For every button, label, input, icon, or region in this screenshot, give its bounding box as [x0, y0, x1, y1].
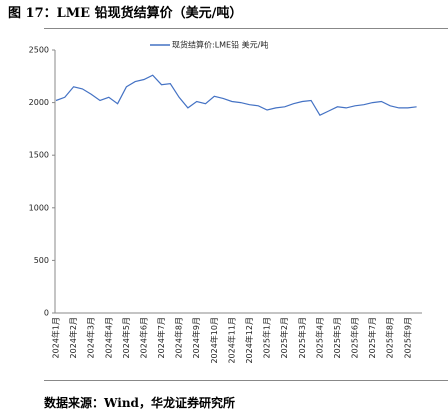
x-tick-label: 2025年8月 [385, 317, 395, 358]
x-tick-label: 2024年4月 [103, 317, 113, 358]
x-tick-label: 2024年9月 [191, 317, 201, 358]
top-rule [44, 28, 448, 29]
x-tick-label: 2025年7月 [367, 317, 377, 358]
y-tick-label: 2000 [29, 98, 49, 107]
x-tick-label: 2024年12月 [244, 317, 254, 364]
x-tick-label: 2024年6月 [138, 317, 148, 358]
x-tick-label: 2024年3月 [86, 317, 96, 358]
source-note: 数据来源：Wind，华龙证券研究所 [44, 396, 235, 410]
y-tick-label: 1000 [29, 203, 49, 212]
y-tick-label: 1500 [29, 151, 49, 160]
x-tick-label: 2024年5月 [121, 317, 131, 358]
y-tick-label: 500 [34, 256, 49, 265]
figure-title: 图 17：LME 铅现货结算价（美元/吨） [8, 6, 243, 21]
x-tick-label: 2025年3月 [297, 317, 307, 358]
x-tick-label: 2025年5月 [332, 317, 342, 358]
x-tick-label: 2024年7月 [156, 317, 166, 358]
y-tick-label: 2500 [29, 46, 49, 55]
legend-label: 现货结算价:LME铅 美元/吨 [172, 40, 268, 50]
y-tick-label: 0 [44, 309, 49, 318]
x-tick-label: 2024年1月 [51, 317, 61, 358]
x-tick-label: 2024年2月 [68, 317, 78, 358]
x-tick-label: 2025年2月 [279, 317, 289, 358]
x-tick-label: 2025年6月 [350, 317, 360, 358]
x-tick-label: 2024年10月 [209, 317, 219, 364]
bottom-rule [44, 380, 448, 381]
x-tick-label: 2025年9月 [402, 317, 412, 358]
x-tick-label: 2024年8月 [174, 317, 184, 358]
x-tick-label: 2025年1月 [262, 317, 272, 358]
x-tick-label: 2024年11月 [226, 317, 236, 364]
x-tick-label: 2025年4月 [314, 317, 324, 358]
series-line [55, 74, 417, 116]
